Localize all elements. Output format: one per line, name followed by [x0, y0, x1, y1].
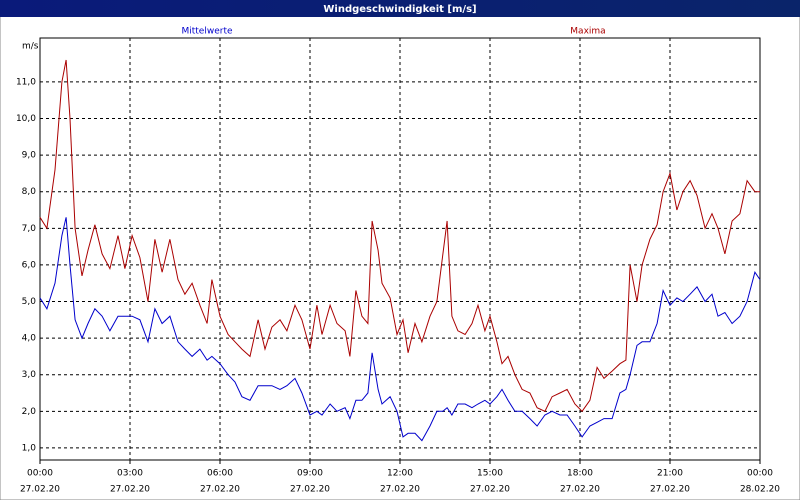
- legend-entry: Maxima: [570, 27, 605, 37]
- x-tick-date: 28.02.20: [740, 485, 780, 495]
- y-tick-label: 2,0: [22, 407, 37, 417]
- title-bar: [0, 0, 800, 17]
- x-tick-date: 27.02.20: [650, 485, 690, 495]
- x-tick-date: 27.02.20: [200, 485, 240, 495]
- y-tick-label: 6,0: [22, 260, 37, 270]
- y-tick-label: 4,0: [22, 334, 37, 344]
- x-tick-label: 21:00: [657, 469, 683, 479]
- y-tick-label: 10,0: [16, 114, 36, 124]
- y-tick-label: 9,0: [22, 151, 37, 161]
- chart-title: Windgeschwindigkeit [m/s]: [323, 4, 476, 15]
- x-tick-date: 27.02.20: [110, 485, 150, 495]
- series-line: [39, 217, 761, 442]
- y-tick-label: 5,0: [22, 297, 37, 307]
- y-tick-label: 3,0: [22, 370, 37, 380]
- x-tick-label: 06:00: [207, 469, 233, 479]
- x-tick-label: 12:00: [387, 469, 413, 479]
- x-tick-date: 27.02.20: [470, 485, 510, 495]
- y-tick-label: 1,0: [22, 443, 37, 453]
- y-tick-label: 7,0: [22, 224, 37, 234]
- legend-entry: Mittelwerte: [181, 27, 232, 37]
- x-tick-label: 18:00: [567, 469, 593, 479]
- x-tick-date: 27.02.20: [380, 485, 420, 495]
- x-tick-label: 15:00: [477, 469, 503, 479]
- y-unit: m/s: [22, 42, 39, 52]
- x-tick-label: 09:00: [297, 469, 323, 479]
- x-tick-label: 00:00: [747, 469, 773, 479]
- x-tick-date: 27.02.20: [20, 485, 60, 495]
- y-tick-label: 8,0: [22, 187, 37, 197]
- x-tick-label: 03:00: [117, 469, 143, 479]
- series-line: [39, 59, 760, 413]
- x-tick-date: 27.02.20: [560, 485, 600, 495]
- y-tick-label: 11,0: [16, 77, 36, 87]
- x-tick-date: 27.02.20: [290, 485, 330, 495]
- x-tick-label: 00:00: [27, 469, 53, 479]
